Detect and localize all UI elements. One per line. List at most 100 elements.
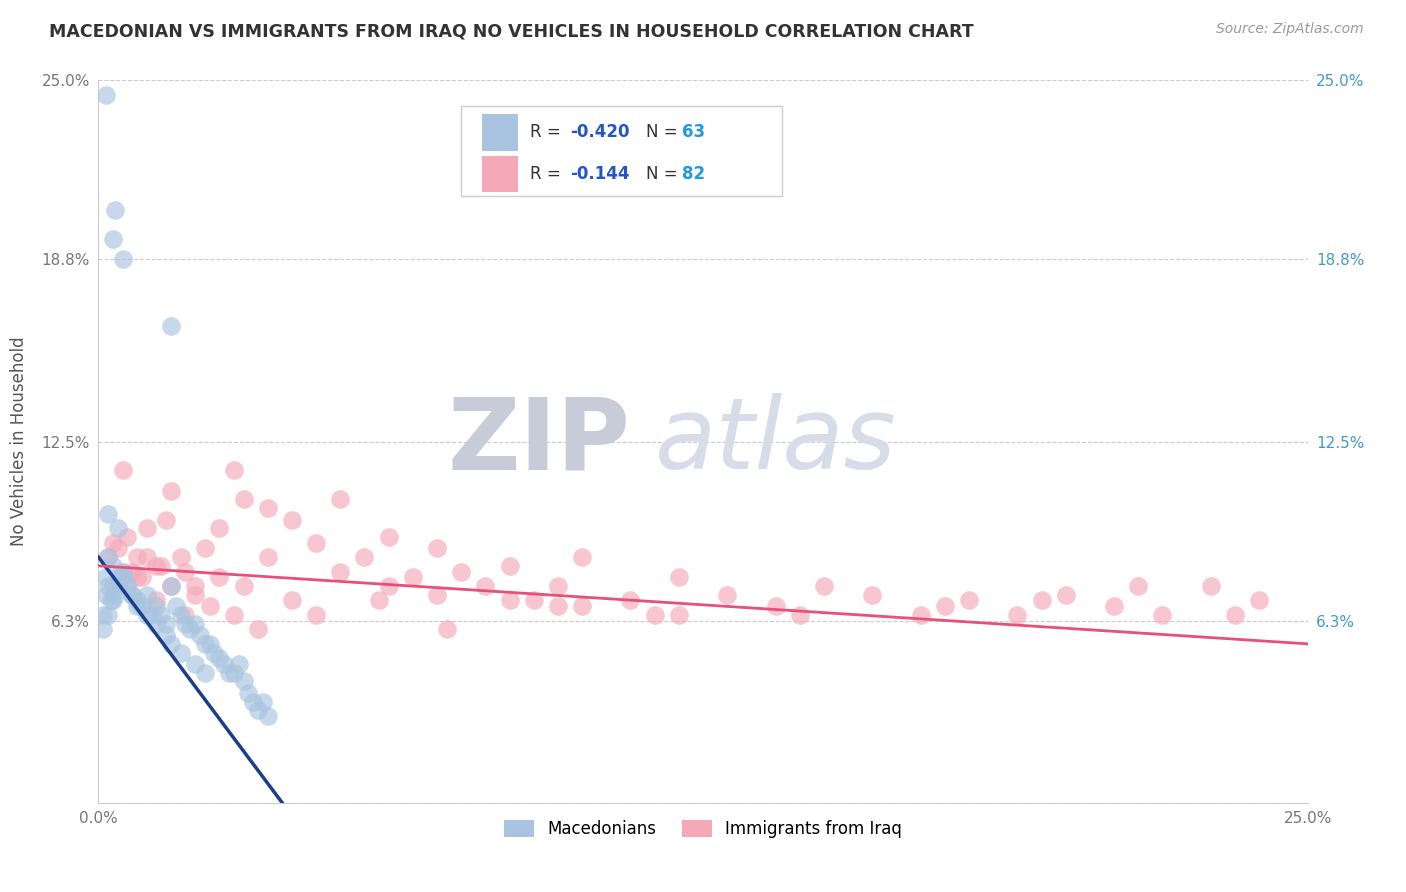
Point (377, 579, 399, 593)
Point (97, 507, 120, 521)
Point (1128, 579, 1150, 593)
Point (232, 674, 254, 689)
Point (474, 579, 496, 593)
Point (305, 535, 328, 549)
Point (198, 599, 221, 614)
Text: ZIP: ZIP (447, 393, 630, 490)
Point (160, 579, 183, 593)
Point (450, 565, 472, 579)
Point (547, 579, 569, 593)
Point (194, 665, 217, 680)
Point (117, 530, 139, 544)
Text: R =: R = (530, 165, 567, 183)
Point (97, 550, 120, 565)
Point (208, 570, 231, 584)
Point (108, 570, 131, 584)
Point (426, 541, 449, 556)
Text: 63: 63 (682, 123, 706, 142)
Point (131, 570, 153, 584)
Point (668, 570, 690, 584)
FancyBboxPatch shape (482, 156, 517, 192)
Point (212, 657, 235, 671)
Text: N =: N = (647, 165, 683, 183)
Point (135, 550, 157, 565)
Point (101, 558, 124, 573)
Point (208, 651, 231, 665)
Point (377, 530, 399, 544)
Point (94, 570, 117, 584)
Point (281, 512, 304, 526)
Point (100, 593, 122, 607)
Point (160, 483, 183, 498)
Y-axis label: No Vehicles in Household: No Vehicles in Household (10, 336, 28, 547)
Point (145, 599, 167, 614)
Point (169, 646, 191, 660)
Point (208, 521, 231, 535)
Point (127, 593, 149, 607)
Point (252, 695, 274, 709)
Text: R =: R = (530, 123, 567, 142)
Point (934, 599, 956, 614)
Point (111, 463, 134, 477)
Text: N =: N = (647, 123, 683, 142)
Point (247, 703, 270, 717)
Point (94, 588, 117, 602)
Point (498, 593, 520, 607)
Point (111, 570, 134, 584)
Point (571, 550, 593, 565)
Point (165, 599, 187, 614)
Point (1152, 607, 1174, 622)
Point (765, 599, 787, 614)
Point (107, 576, 129, 591)
Point (184, 616, 207, 631)
Legend: Macedonians, Immigrants from Iraq: Macedonians, Immigrants from Iraq (498, 814, 908, 845)
Point (101, 535, 124, 549)
Point (104, 203, 127, 218)
Point (150, 607, 173, 622)
Point (910, 607, 932, 622)
Point (1054, 588, 1077, 602)
Point (94, 87, 117, 102)
Point (1249, 593, 1271, 607)
Point (174, 565, 197, 579)
Point (228, 657, 250, 671)
Point (101, 579, 124, 593)
Point (141, 607, 163, 622)
Point (127, 550, 149, 565)
Point (498, 558, 520, 573)
Point (160, 318, 183, 333)
Text: atlas: atlas (655, 393, 896, 490)
Point (547, 599, 569, 614)
Point (1199, 579, 1222, 593)
Point (860, 588, 883, 602)
Point (198, 637, 221, 651)
Point (305, 607, 328, 622)
Point (107, 579, 129, 593)
Point (117, 579, 139, 593)
Point (160, 579, 183, 593)
Point (1223, 607, 1246, 622)
Point (571, 599, 593, 614)
Point (1031, 593, 1053, 607)
Point (184, 588, 207, 602)
Point (813, 579, 835, 593)
Text: -0.144: -0.144 (569, 165, 630, 183)
Point (150, 558, 173, 573)
Point (160, 637, 183, 651)
Point (232, 579, 254, 593)
Point (131, 599, 153, 614)
Point (97, 607, 120, 622)
Point (104, 588, 127, 602)
Point (174, 616, 197, 631)
Point (155, 512, 177, 526)
FancyBboxPatch shape (482, 114, 517, 151)
Point (91, 607, 114, 622)
Text: Source: ZipAtlas.com: Source: ZipAtlas.com (1216, 22, 1364, 37)
Point (155, 616, 177, 631)
Point (91, 623, 114, 637)
Point (256, 501, 278, 516)
Point (247, 623, 270, 637)
Point (668, 607, 690, 622)
Point (619, 593, 641, 607)
Point (232, 492, 254, 507)
